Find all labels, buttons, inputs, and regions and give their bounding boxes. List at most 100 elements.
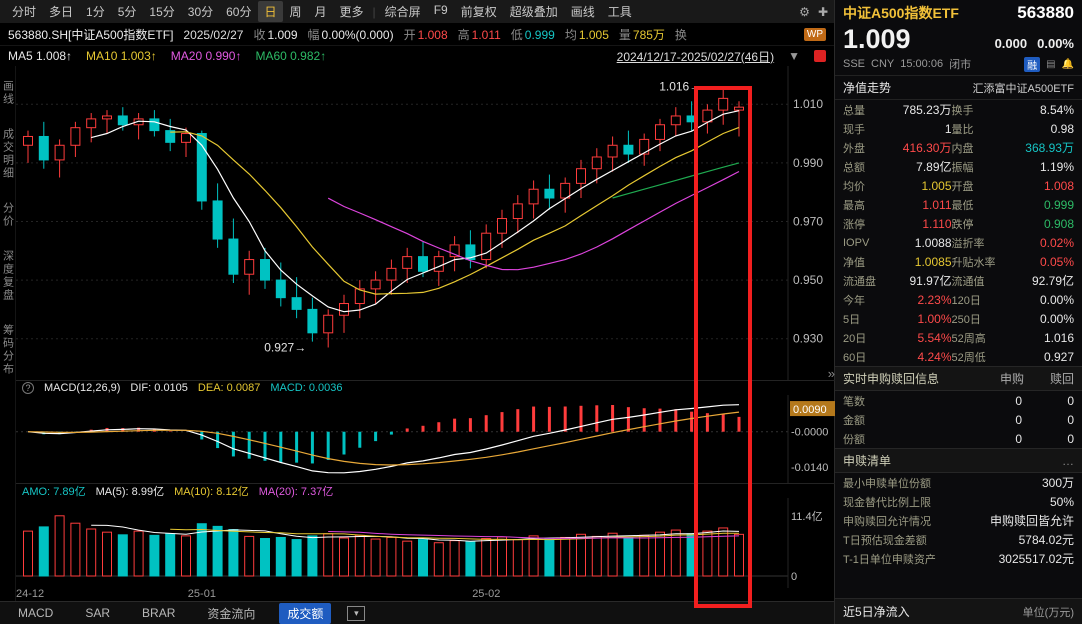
gear-icon[interactable]: ⚙: [799, 4, 810, 19]
toolbar-action-超级叠加[interactable]: 超级叠加: [509, 5, 558, 19]
svg-text:0.950: 0.950: [793, 273, 823, 287]
date-range-label[interactable]: 2024/12/17-2025/02/27(46日): [616, 49, 775, 64]
field-均: 均 1.005: [565, 26, 609, 43]
stat-value: 785.23万: [902, 103, 952, 117]
stat-value: 0.927: [1043, 349, 1074, 364]
bell-icon[interactable]: 🔔: [1061, 58, 1074, 70]
stat-value: 1.011: [922, 197, 952, 212]
toolbar-action-工具[interactable]: 工具: [607, 5, 632, 19]
macd-value: 0.0036: [308, 382, 343, 394]
field-label: 均: [564, 28, 577, 42]
stat-label: 升贴水率: [951, 256, 996, 269]
stat-row: 60日 4.24% 52周低 0.927: [835, 347, 1082, 366]
nav-nav-chart-link[interactable]: 净值走势: [843, 81, 892, 95]
plus-icon[interactable]: ✚: [817, 4, 828, 19]
field-value: 1.011: [471, 28, 501, 42]
stat-row: IOPV 1.0088 溢折率 0.02%: [835, 233, 1082, 252]
sub-label: 金额: [843, 414, 865, 427]
subscription-row: 笔数 0 0: [835, 391, 1082, 410]
sidebar-item-画线[interactable]: 画线: [1, 80, 14, 106]
sidebar-item-深度复盘[interactable]: 深度复盘: [1, 250, 14, 302]
field-label: 开: [403, 28, 416, 42]
stat-row: 外盘 416.30万 内盘 368.93万: [835, 138, 1082, 157]
period-tab-分时[interactable]: 分时: [12, 5, 37, 19]
redemption-row: T日预估现金差额 5784.02元: [835, 530, 1082, 549]
macd-name[interactable]: MACD(12,26,9): [44, 382, 121, 394]
exchange-label: SSE: [843, 58, 866, 70]
period-tab-5分[interactable]: 5分: [117, 5, 137, 19]
indicator-tab-成交额[interactable]: 成交额: [279, 602, 332, 624]
sidebar-item-成交明细[interactable]: 成交明细: [1, 128, 14, 180]
period-tab-60分[interactable]: 60分: [226, 5, 252, 19]
stat-label: 溢折率: [951, 237, 985, 250]
stat-value: 1.008: [1043, 178, 1074, 193]
sidebar-item-分价[interactable]: 分价: [1, 202, 14, 228]
stat-value: 0.00%: [1039, 292, 1074, 307]
period-tab-1分[interactable]: 1分: [86, 5, 105, 19]
stat-label: 总量: [843, 104, 865, 117]
wp-badge-icon[interactable]: WP: [803, 28, 826, 41]
field-value: 0.00%(0.000): [321, 28, 394, 42]
ohlc-fields: 收 1.009 幅 0.00%(0.000) 开 1.008 高 1.011 低 0.999 均 1.…: [253, 26, 688, 43]
chart-stack: 1.010 0.990 0.970 0.950 0.930 1.016→ 0.927→ ? …: [16, 66, 835, 601]
stat-value: 8.54%: [1039, 102, 1074, 117]
toolbar-divider: |: [372, 4, 376, 19]
col-subscribe: 申购: [999, 372, 1024, 386]
sub-value-redeem: 0: [1067, 412, 1074, 427]
ma-item-MA10: MA10 1.003↑: [86, 49, 157, 63]
period-tab-更多[interactable]: 更多: [339, 5, 364, 19]
stat-label: 250日: [951, 313, 981, 326]
macd-chart[interactable]: 0.0090 -0.0000 -0.0140: [16, 395, 835, 483]
field-value: 785万: [632, 28, 665, 42]
period-tab-日[interactable]: 日: [258, 1, 283, 22]
stat-label: 最低: [951, 199, 974, 212]
date-label: 2025/02/27: [183, 27, 244, 42]
field-value: 0.999: [524, 28, 555, 42]
period-tab-月[interactable]: 月: [314, 5, 327, 19]
period-tab-30分[interactable]: 30分: [187, 5, 214, 19]
tab-dropdown-icon[interactable]: ▾: [347, 605, 366, 621]
fund-full-name-link[interactable]: 汇添富中证A500ETF: [972, 82, 1074, 95]
stat-value: 1.0088: [914, 235, 952, 250]
subscription-title: 实时申购赎回信息: [843, 372, 940, 386]
toolbar-action-F9[interactable]: F9: [433, 3, 448, 17]
list-icon[interactable]: ▤: [1046, 58, 1056, 70]
toolbar-action-综合屏[interactable]: 综合屏: [384, 5, 421, 19]
indicator-tab-SAR[interactable]: SAR: [85, 606, 111, 620]
toolbar-action-前复权[interactable]: 前复权: [460, 5, 497, 19]
net-inflow-section-header[interactable]: 近5日净流入 单位(万元): [835, 598, 1082, 624]
redemption-row: 最小申赎单位份额 300万: [835, 473, 1082, 492]
period-tab-周[interactable]: 周: [289, 5, 302, 19]
period-tab-15分[interactable]: 15分: [149, 5, 175, 19]
panel-nav: 净值走势 汇添富中证A500ETF: [835, 75, 1082, 100]
indicator-tab-BRAR[interactable]: BRAR: [142, 606, 176, 620]
help-icon[interactable]: ?: [22, 382, 34, 394]
left-sidebar: 画线成交明细分价深度复盘筹码分布: [0, 66, 16, 601]
subscription-section-header: 实时申购赎回信息 申购 赎回: [835, 366, 1082, 391]
annotation-highlight-rectangle: [694, 86, 752, 608]
period-tab-多日[interactable]: 多日: [49, 5, 74, 19]
toolbar-action-画线[interactable]: 画线: [570, 5, 595, 19]
symbol-label: 563880.SH[中证A500指数ETF]: [8, 28, 174, 42]
stat-label: 52周低: [951, 351, 986, 364]
stat-label: 均价: [843, 180, 865, 193]
collapse-right-panel-handle[interactable]: »: [827, 366, 835, 381]
field-幅: 幅 0.00%(0.000): [308, 26, 394, 43]
candlestick-chart[interactable]: 1.010 0.990 0.970 0.950 0.930 1.016→ 0.927→: [16, 66, 835, 380]
redemption-title: 申赎清单: [843, 454, 892, 468]
margin-badge[interactable]: 融: [1024, 56, 1041, 72]
volume-chart[interactable]: 11.4亿 0: [16, 498, 835, 588]
quote-time: 15:00:06: [900, 58, 944, 70]
svg-text:-0.0000: -0.0000: [791, 427, 828, 439]
indicator-tab-MACD[interactable]: MACD: [18, 606, 54, 620]
indicator-tab-资金流向[interactable]: 资金流向: [207, 606, 256, 621]
indicator-tabs: MACD SAR BRAR 资金流向 成交额 ▾: [0, 601, 834, 624]
stat-label: 120日: [951, 294, 981, 307]
chevron-down-icon[interactable]: ▼: [788, 49, 800, 63]
sidebar-item-筹码分布[interactable]: 筹码分布: [1, 324, 14, 376]
more-icon[interactable]: …: [1062, 453, 1074, 468]
stat-value: 1.110: [922, 216, 952, 231]
record-icon[interactable]: [814, 50, 826, 62]
redemption-row: 申购赎回允许情况 申购赎回皆允许: [835, 511, 1082, 530]
price-change: 0.000: [994, 36, 1028, 51]
